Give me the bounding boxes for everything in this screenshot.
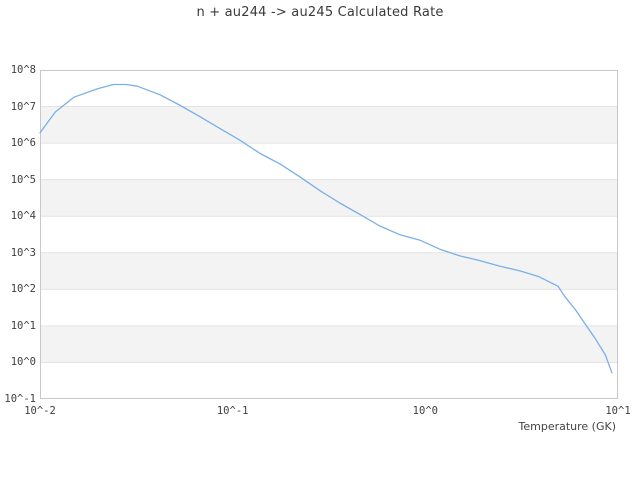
x-tick-label: 10^-1 — [216, 405, 249, 417]
x-axis-label: Temperature (GK) — [518, 420, 617, 433]
y-tick-label: 10^4 — [10, 210, 36, 223]
x-tick-label: 10^0 — [412, 405, 438, 417]
y-tick-label: 10^7 — [10, 100, 36, 113]
decade-stripe-band — [40, 179, 618, 217]
y-tick-label: 10^-1 — [4, 393, 36, 405]
y-tick-label: 10^1 — [10, 319, 36, 332]
y-tick-label: 10^8 — [10, 64, 36, 76]
y-tick-label: 10^3 — [10, 246, 36, 259]
x-tick-label: 10^1 — [605, 405, 631, 417]
decade-stripe-band — [40, 325, 618, 363]
y-tick-label: 10^6 — [10, 137, 36, 150]
decade-stripe-band — [40, 252, 618, 290]
y-tick-label: 10^0 — [10, 356, 36, 369]
plot-box-spines — [40, 70, 618, 399]
x-tick-label: 10^-2 — [24, 405, 56, 417]
y-tick-label: 10^5 — [10, 173, 36, 186]
rate-curve — [39, 83, 613, 374]
chart-title: n + au244 -> au245 Calculated Rate — [196, 5, 444, 20]
y-tick-label: 10^2 — [10, 283, 36, 296]
decade-stripe-band — [40, 106, 618, 144]
